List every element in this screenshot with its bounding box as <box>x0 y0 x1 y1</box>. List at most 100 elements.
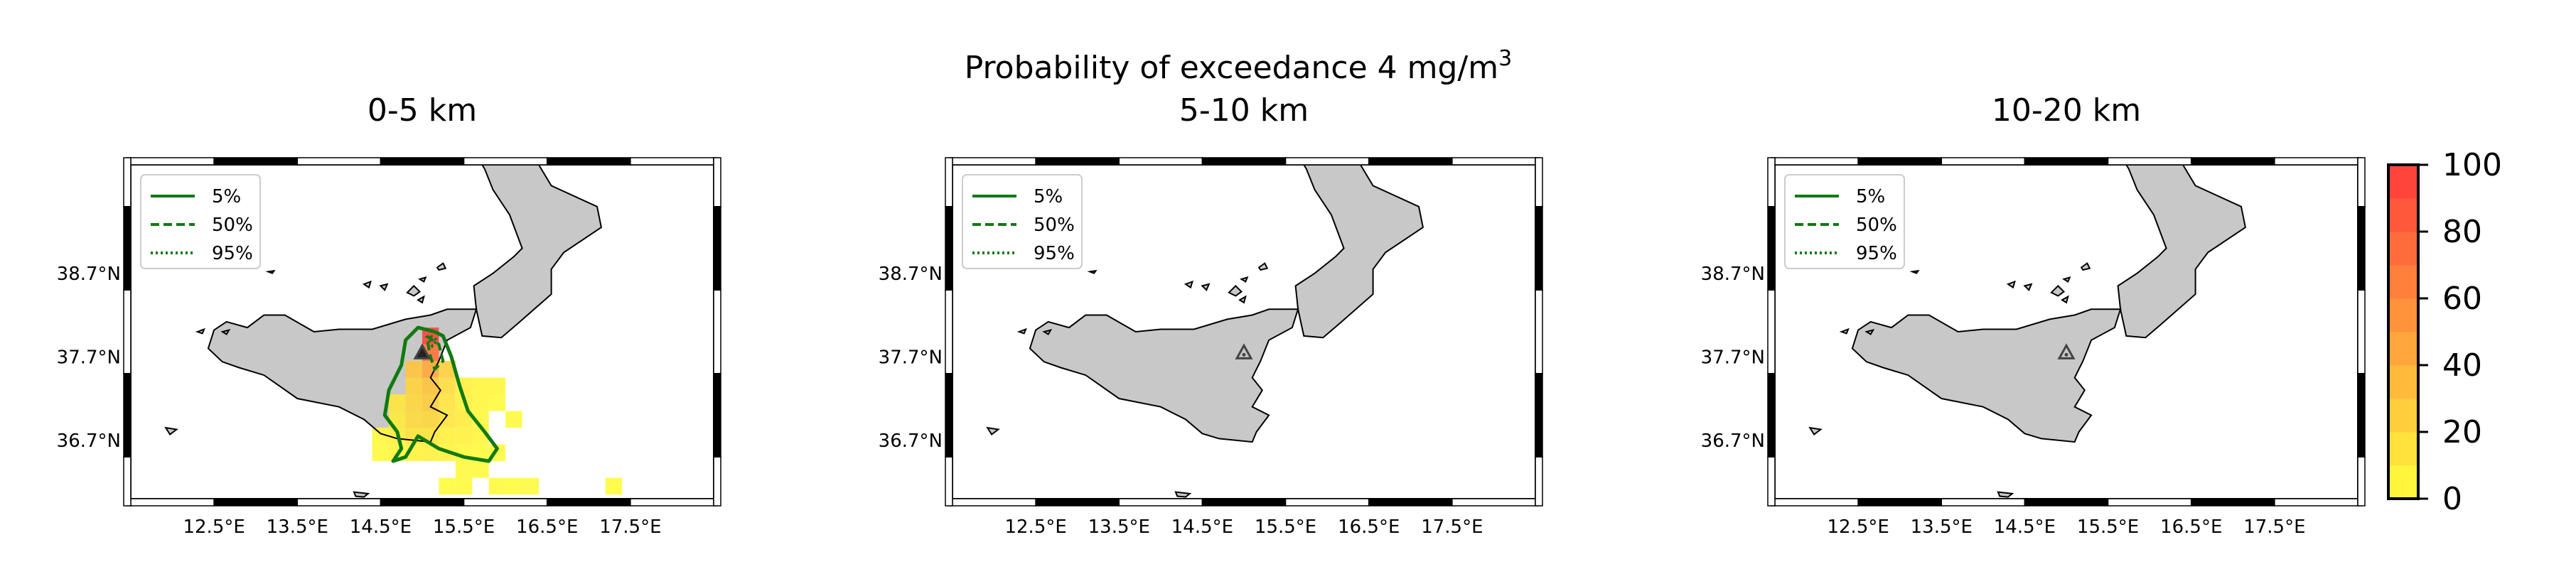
volcano-marker <box>413 343 431 359</box>
figure-suptitle: Probability of exceedance 4 mg/m3 <box>965 46 1512 86</box>
frame-segment-bottom <box>1941 498 2026 507</box>
frame-segment-bottom <box>546 498 631 507</box>
probability-cell <box>439 477 456 495</box>
island <box>2080 262 2091 271</box>
frame-segment-top <box>1035 157 1120 166</box>
legend-label: 50% <box>212 215 253 236</box>
volcano-marker <box>1235 343 1253 359</box>
x-tick-label: 12.5°E <box>1827 516 1889 538</box>
frame-segment-right <box>713 206 721 291</box>
frame-segment-bottom <box>1284 498 1370 507</box>
probability-cell <box>472 394 489 411</box>
frame-segment-left <box>945 206 953 291</box>
map-frame <box>123 157 721 507</box>
map-frame <box>945 157 1543 507</box>
contour-layer <box>2057 343 2076 359</box>
x-tick-label: 15.5°E <box>1255 516 1316 538</box>
probability-cell <box>455 411 473 428</box>
frame-segment-top <box>1368 157 1453 166</box>
frame-segment-left <box>1767 206 1776 291</box>
frame-segment-bottom <box>1857 498 1943 507</box>
frame-segment-right <box>2357 456 2366 507</box>
frame-segment-right <box>1535 157 1543 207</box>
panel-title: 0-5 km <box>367 92 477 129</box>
island <box>2062 276 2071 283</box>
frame-segment-right <box>713 373 721 457</box>
frame-segment-right <box>2357 373 2366 457</box>
frame-segment-right <box>713 456 721 507</box>
frame-segment-top <box>2274 157 2358 166</box>
frame-segment-bottom <box>380 498 465 507</box>
x-tick-label: 14.5°E <box>350 516 412 538</box>
probability-cell <box>522 477 539 495</box>
panel-title: 10-20 km <box>1992 92 2141 129</box>
y-tick-label: 36.7°N <box>1701 430 1765 452</box>
frame-segment-bottom <box>2024 498 2109 507</box>
island <box>406 284 422 297</box>
colorbar-outline <box>2387 163 2420 500</box>
coastline-calabria <box>473 165 603 339</box>
x-tick-label: 16.5°E <box>516 516 578 538</box>
frame-segment-left <box>123 373 132 457</box>
colorbar-tick-label: 40 <box>2442 347 2482 384</box>
legend-label: 5% <box>1856 186 1885 207</box>
probability-cell <box>389 394 406 411</box>
panel-0-5km: 0-5 km 12.5°E 13.5°E 14.5°E 15.5°E 16.5°E 17.… <box>57 92 721 538</box>
probability-cell <box>439 411 456 428</box>
island <box>1257 262 1269 271</box>
y-tick-label: 38.7°N <box>1701 264 1765 285</box>
frame-segment-top <box>296 157 382 166</box>
colorbar-tick-label: 60 <box>2442 281 2482 317</box>
x-tick-label: 17.5°E <box>599 516 661 538</box>
colorbar-segment <box>2388 432 2418 466</box>
frame-segment-bottom <box>1118 498 1203 507</box>
probability-cell <box>439 377 456 395</box>
frame-segment-top <box>546 157 631 166</box>
x-tick-label: 12.5°E <box>1004 516 1066 538</box>
island <box>418 276 427 283</box>
frame-segment-right <box>1535 373 1543 457</box>
island <box>353 491 370 498</box>
island <box>1087 269 1098 274</box>
frame-segment-right <box>713 289 721 374</box>
land-sicily <box>1029 309 1299 443</box>
panel-title: 5-10 km <box>1179 92 1309 129</box>
island <box>1016 327 1027 335</box>
x-tick-label: 13.5°E <box>1911 516 1973 538</box>
x-tick-label: 13.5°E <box>1088 516 1150 538</box>
probability-cell <box>505 411 522 428</box>
tick-labels: 12.5°E 13.5°E 14.5°E 15.5°E 16.5°E 17.5°E 38.7… <box>1701 264 2306 538</box>
frame-segment-right <box>1535 289 1543 374</box>
island <box>1042 329 1053 335</box>
frame-segment-top <box>463 157 548 166</box>
island <box>1201 283 1211 292</box>
legend-label: 5% <box>212 186 241 207</box>
island <box>1997 491 2014 498</box>
probability-cell <box>439 361 456 378</box>
probability-cell <box>488 394 506 411</box>
x-tick-label: 17.5°E <box>2243 516 2305 538</box>
island <box>986 426 1000 435</box>
colorbar-segment <box>2388 198 2418 232</box>
probability-cell <box>422 411 439 428</box>
frame-segment-left <box>945 373 953 457</box>
frame-segment-bottom <box>296 498 382 507</box>
colorbar-segment <box>2388 232 2418 266</box>
island <box>220 329 231 335</box>
colorbar-segment <box>2388 298 2418 332</box>
legend-label: 50% <box>1856 215 1897 236</box>
probability-cell <box>439 428 456 445</box>
probability-cell <box>472 461 489 478</box>
colorbar-segment <box>2388 265 2418 299</box>
contour-5-percent <box>382 325 499 463</box>
probability-cells <box>372 327 623 495</box>
y-tick-label: 36.7°N <box>879 430 943 452</box>
x-tick-label: 16.5°E <box>2160 516 2222 538</box>
frame-segment-bottom <box>952 498 1036 507</box>
legend-box <box>1784 174 1905 269</box>
frame-segment-bottom <box>1451 498 1536 507</box>
probability-cell <box>405 411 422 428</box>
frame-segment-right <box>1535 456 1543 507</box>
coastline-layer <box>1808 165 2247 498</box>
x-tick-label: 12.5°E <box>183 516 245 538</box>
